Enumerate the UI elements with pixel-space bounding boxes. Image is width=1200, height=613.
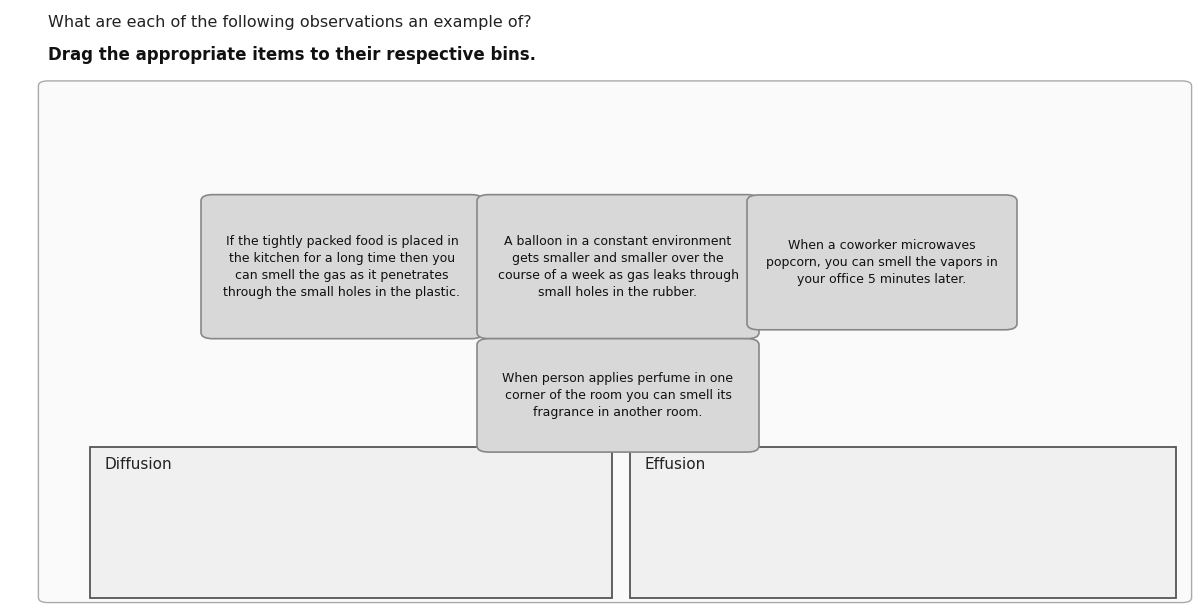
Text: If the tightly packed food is placed in
the kitchen for a long time then you
can: If the tightly packed food is placed in … — [223, 235, 461, 299]
FancyBboxPatch shape — [630, 447, 1176, 598]
Text: Drag the appropriate items to their respective bins.: Drag the appropriate items to their resp… — [48, 46, 536, 64]
Text: When person applies perfume in one
corner of the room you can smell its
fragranc: When person applies perfume in one corne… — [503, 372, 733, 419]
FancyBboxPatch shape — [478, 195, 760, 338]
Text: Effusion: Effusion — [644, 457, 706, 471]
Text: When a coworker microwaves
popcorn, you can smell the vapors in
your office 5 mi: When a coworker microwaves popcorn, you … — [766, 239, 998, 286]
FancyBboxPatch shape — [746, 195, 1016, 330]
Text: Diffusion: Diffusion — [104, 457, 172, 471]
FancyBboxPatch shape — [90, 447, 612, 598]
FancyBboxPatch shape — [478, 338, 760, 452]
FancyBboxPatch shape — [200, 195, 482, 338]
FancyBboxPatch shape — [38, 81, 1192, 603]
Text: A balloon in a constant environment
gets smaller and smaller over the
course of : A balloon in a constant environment gets… — [498, 235, 738, 299]
Text: What are each of the following observations an example of?: What are each of the following observati… — [48, 15, 532, 30]
